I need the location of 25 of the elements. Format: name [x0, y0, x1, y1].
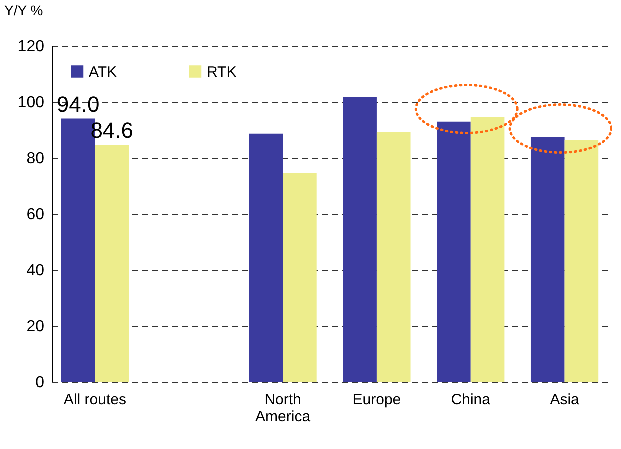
y-tick-label: 0: [36, 374, 45, 392]
y-tick-label: 20: [26, 318, 45, 336]
bar: [530, 137, 565, 382]
x-tick-label: North America: [256, 392, 312, 426]
bar: [343, 96, 377, 382]
bar: [564, 140, 599, 382]
y-tick-label: 120: [18, 38, 45, 56]
y-tick-label: 40: [26, 262, 45, 280]
y-tick-label: 60: [26, 206, 45, 224]
y-tick-label: 80: [26, 150, 45, 168]
y-tick-label: 100: [18, 94, 45, 112]
legend-label: RTK: [207, 64, 237, 81]
data-label: 94.0: [56, 92, 100, 117]
bar: [283, 173, 317, 382]
x-tick-label: All routes: [64, 392, 126, 408]
x-tick-label: Asia: [550, 392, 580, 408]
legend-label: ATK: [89, 64, 118, 81]
bar: [376, 132, 411, 382]
bar: [249, 134, 284, 382]
bar: [95, 145, 130, 382]
bar: [470, 117, 505, 382]
bar: [437, 122, 471, 382]
y-axis-title: Y/Y %: [4, 2, 44, 18]
x-tick-label: China: [451, 392, 492, 408]
x-tick-label: Europe: [352, 392, 402, 408]
